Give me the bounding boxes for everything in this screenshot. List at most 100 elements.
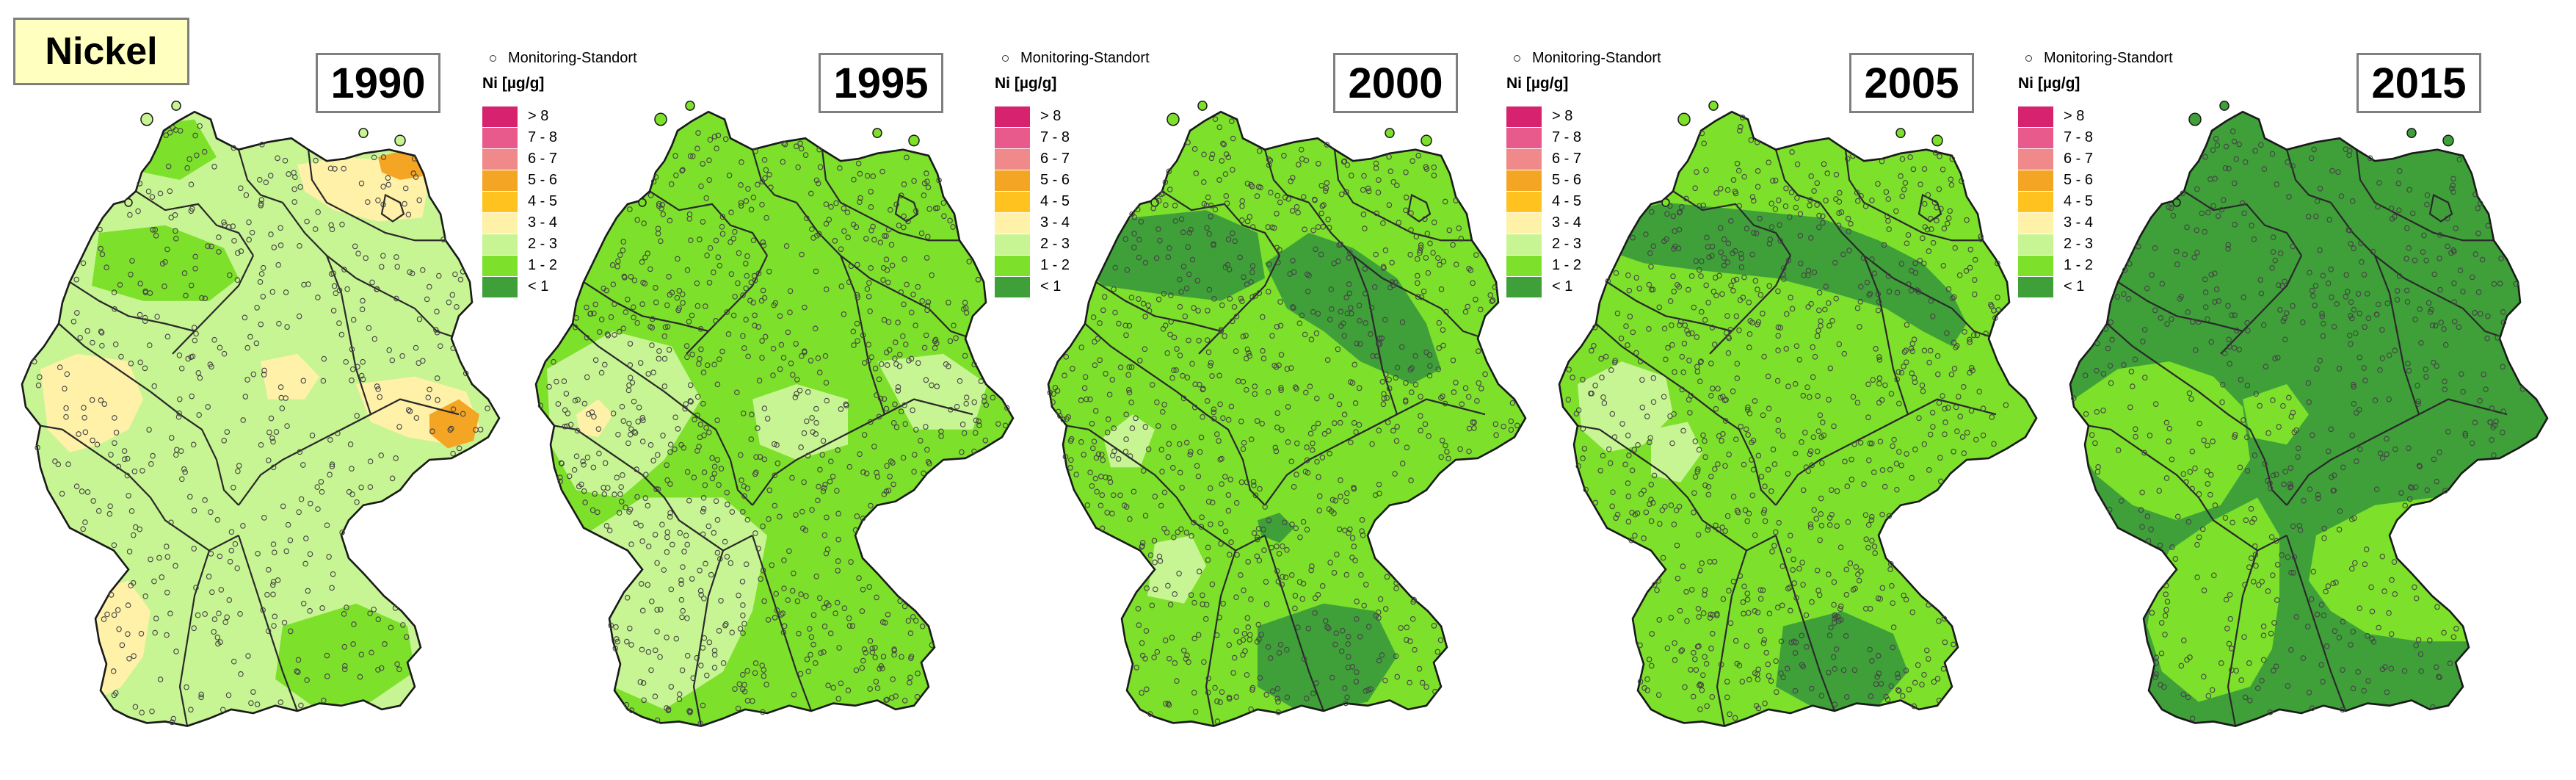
monitoring-site: [697, 236, 703, 242]
monitoring-site: [2362, 324, 2368, 331]
monitoring-site: [1639, 404, 1646, 411]
state-border: [2227, 550, 2259, 726]
monitoring-site: [678, 577, 684, 583]
monitoring-site: [150, 452, 156, 459]
monitoring-site: [1370, 353, 1376, 359]
monitoring-site: [150, 227, 156, 233]
monitoring-site: [743, 198, 750, 204]
monitoring-site: [1647, 250, 1653, 256]
monitoring-site: [1356, 385, 1363, 391]
monitoring-site: [822, 353, 829, 359]
monitoring-site: [890, 481, 896, 488]
monitoring-site: [2358, 240, 2364, 246]
monitoring-site: [1257, 675, 1263, 681]
monitoring-site: [808, 634, 815, 640]
monitoring-site: [824, 514, 830, 521]
monitoring-site: [1092, 408, 1099, 414]
legend-class: 4 - 5: [1506, 191, 1581, 212]
monitoring-site: [1354, 669, 1360, 675]
monitoring-site: [2377, 367, 2383, 373]
monitoring-site: [1788, 189, 1795, 195]
monitoring-site: [186, 156, 192, 162]
monitoring-site: [1207, 485, 1213, 491]
monitoring-site: [460, 268, 466, 275]
monitoring-site: [1686, 357, 1692, 364]
monitoring-site: [904, 281, 910, 288]
monitoring-site: [1266, 162, 1272, 168]
monitoring-site: [1824, 170, 1830, 176]
monitoring-site: [954, 403, 960, 410]
monitoring-site: [2403, 287, 2410, 294]
monitoring-site: [336, 287, 343, 294]
monitoring-site: [265, 628, 272, 635]
monitoring-site: [1361, 173, 1367, 179]
monitoring-site: [1415, 280, 1421, 286]
monitoring-site: [1866, 292, 1872, 298]
monitoring-site: [1711, 342, 1718, 347]
monitoring-site: [1887, 566, 1893, 573]
monitoring-site: [1161, 402, 1167, 408]
monitoring-site: [1220, 415, 1226, 422]
monitoring-site: [1089, 421, 1095, 427]
monitoring-site: [656, 355, 662, 362]
monitoring-site: [638, 522, 644, 529]
monitoring-site: [1346, 281, 1352, 287]
monitoring-site: [1652, 582, 1658, 588]
legend-class: 6 - 7: [1506, 148, 1581, 170]
monitoring-site: [1837, 606, 1843, 612]
monitoring-site: [1231, 654, 1238, 661]
monitoring-site: [1909, 474, 1915, 481]
monitoring-site: [245, 653, 251, 659]
monitoring-site: [1185, 244, 1191, 250]
monitoring-site: [2336, 527, 2343, 532]
monitoring-site: [755, 324, 762, 330]
monitoring-site: [1862, 512, 1869, 519]
monitoring-site: [861, 432, 868, 438]
state-border: [2373, 255, 2420, 415]
monitoring-site: [706, 429, 712, 436]
monitoring-site: [759, 178, 766, 185]
monitoring-site: [854, 320, 860, 327]
monitoring-site: [1754, 139, 1760, 145]
monitoring-site: [2450, 176, 2456, 182]
monitoring-site: [221, 350, 228, 357]
concentration-zone: [40, 353, 143, 452]
monitoring-site: [190, 441, 197, 448]
monitoring-site: [244, 377, 250, 383]
monitoring-site: [1344, 694, 1350, 701]
monitoring-site: [1290, 257, 1296, 264]
monitoring-site: [778, 342, 785, 348]
monitoring-site: [254, 305, 260, 311]
state-border: [237, 149, 283, 203]
monitoring-site: [2409, 210, 2416, 217]
monitoring-site: [2428, 306, 2434, 313]
monitoring-site: [1399, 319, 1406, 325]
monitoring-site: [1225, 508, 1232, 514]
monitoring-site: [358, 372, 365, 379]
monitoring-site: [1951, 449, 1956, 455]
monitoring-site: [817, 164, 824, 170]
monitoring-site: [1705, 300, 1711, 306]
monitoring-site: [1749, 439, 1755, 446]
monitoring-site: [380, 184, 386, 190]
monitoring-site: [366, 325, 372, 331]
monitoring-site: [2388, 205, 2395, 212]
monitoring-site: [2152, 401, 2159, 407]
monitoring-site: [1857, 324, 1862, 330]
monitoring-site: [1810, 344, 1815, 350]
monitoring-site: [2406, 245, 2412, 251]
monitoring-site: [1415, 272, 1421, 279]
monitoring-site: [1196, 568, 1202, 574]
monitoring-site: [743, 317, 749, 323]
monitoring-site: [268, 231, 274, 238]
monitoring-site: [153, 232, 159, 239]
monitoring-site: [2489, 437, 2495, 443]
monitoring-site: [2437, 255, 2442, 261]
monitoring-site: [936, 177, 942, 184]
monitoring-site: [1921, 260, 1927, 267]
monitoring-site: [1908, 345, 1915, 352]
monitoring-site: [1440, 342, 1446, 349]
monitoring-site: [1258, 632, 1264, 638]
monitoring-site: [1151, 538, 1158, 544]
monitoring-site: [1929, 226, 1934, 232]
